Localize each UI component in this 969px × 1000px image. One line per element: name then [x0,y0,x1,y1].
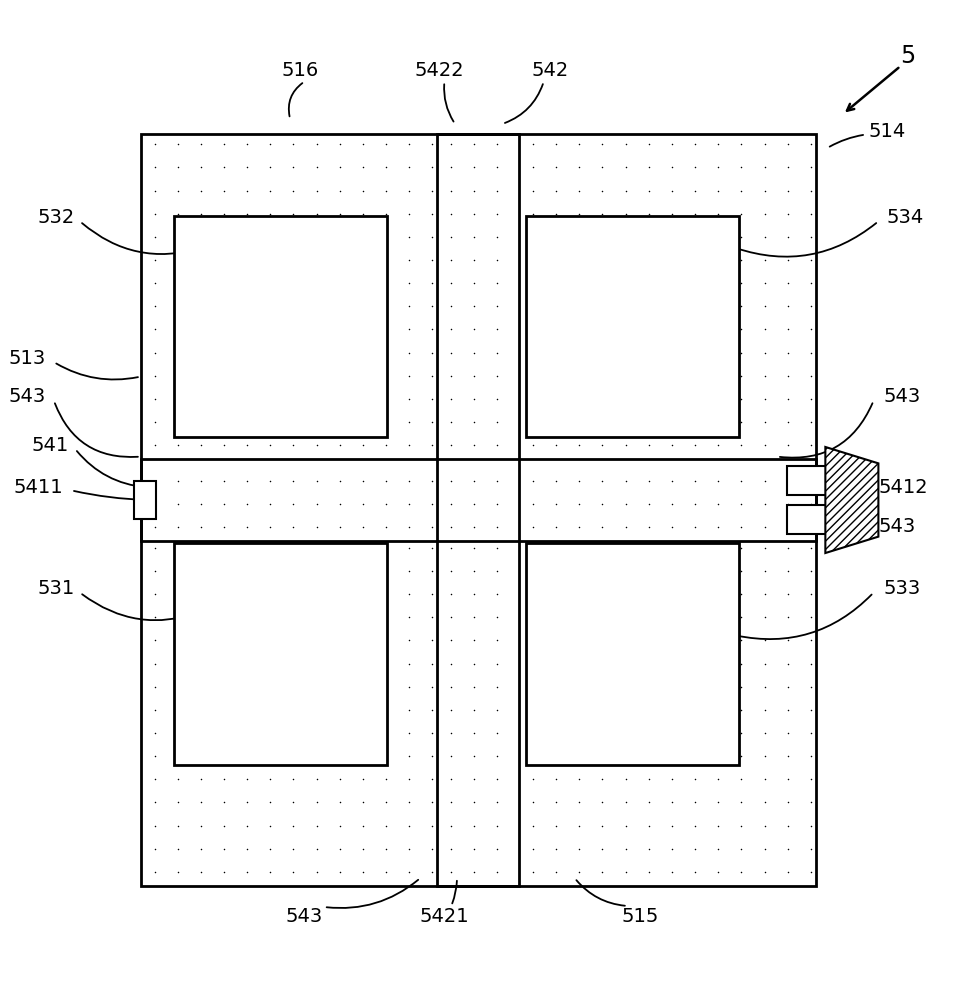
Bar [141,459,815,541]
Text: 5: 5 [899,44,914,68]
Bar [141,134,815,886]
Text: 513: 513 [9,349,47,368]
Text: 543: 543 [286,907,323,926]
Text: 541: 541 [31,436,68,455]
Text: 5421: 5421 [420,907,469,926]
Text: 534: 534 [886,208,922,227]
Text: 5422: 5422 [415,61,464,80]
Bar [174,543,387,765]
Polygon shape [825,447,878,553]
Bar [526,543,737,765]
Text: 515: 515 [621,907,658,926]
Bar [786,466,829,495]
Text: 531: 531 [38,579,75,598]
Bar [526,216,737,437]
Text: 516: 516 [281,61,318,80]
Text: 543: 543 [883,387,920,406]
Text: 532: 532 [38,208,75,227]
Text: 514: 514 [868,122,905,141]
Text: 542: 542 [531,61,569,80]
Text: 533: 533 [883,579,920,598]
Text: 5411: 5411 [14,478,64,497]
Bar [786,505,829,534]
Bar [134,481,155,519]
Text: 5412: 5412 [878,478,927,497]
Text: 543: 543 [9,387,47,406]
Bar [437,134,518,886]
Bar [174,216,387,437]
Text: 543: 543 [878,517,915,536]
